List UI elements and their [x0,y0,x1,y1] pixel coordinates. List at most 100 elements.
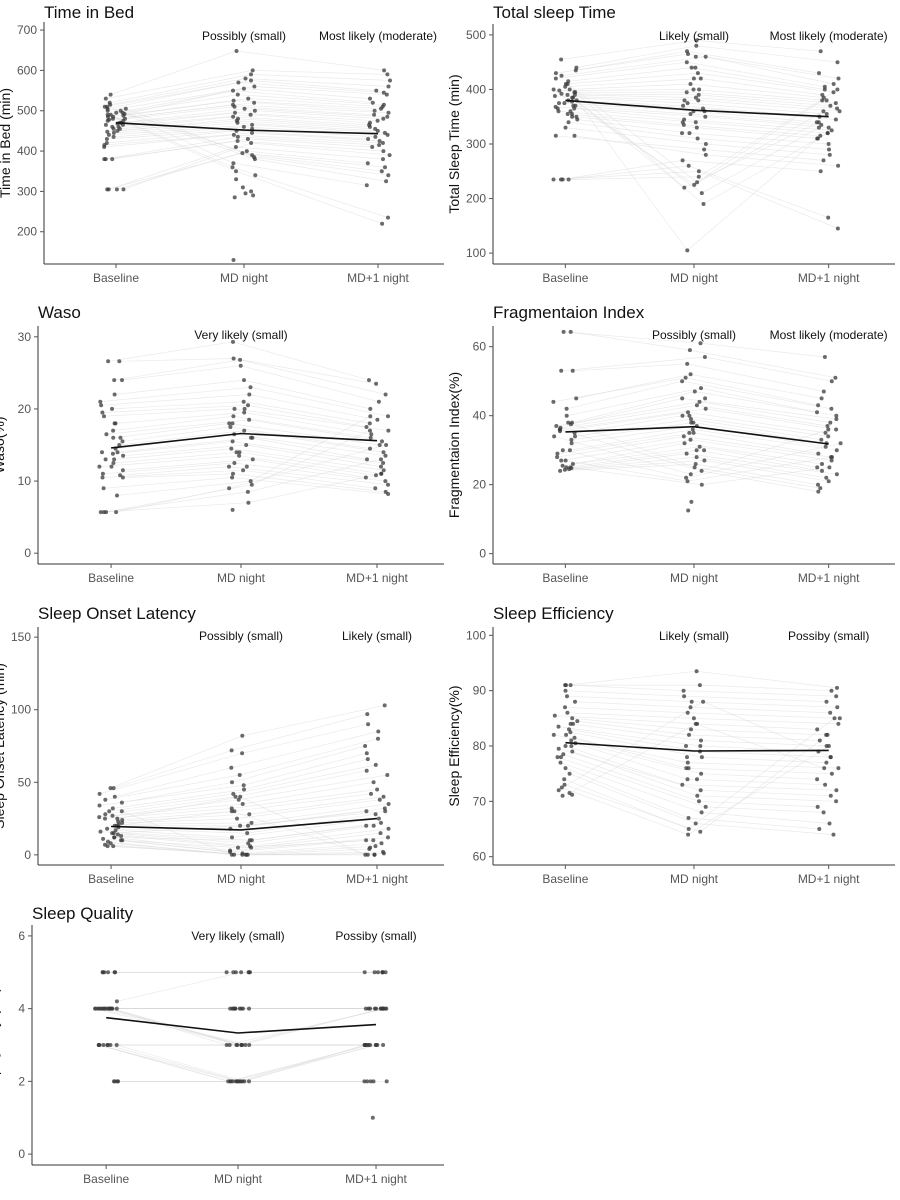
data-point-md-night [250,457,255,462]
data-point-baseline [111,114,116,119]
data-point-md-night [684,60,689,65]
data-point-md-night [249,845,254,850]
data-point-baseline [552,94,557,98]
data-point-baseline [568,465,573,470]
effect-annotation: Very likely (small) [194,328,287,342]
data-point-baseline [114,510,119,515]
data-point-md1-night [371,838,376,843]
data-point-md1-night [384,1079,389,1084]
data-point-baseline [557,88,562,93]
data-point-md-night [246,96,251,101]
participant-trace [113,713,368,789]
data-point-md-night [703,152,708,157]
data-point-md-night [230,780,234,785]
x-tick-label: MD night [220,271,269,285]
data-point-md-night [690,427,695,432]
data-point-baseline [573,103,578,108]
y-tick-label: 500 [17,104,37,118]
data-point-md-night [685,777,690,782]
data-point-md1-night [381,794,386,799]
data-point-baseline [102,414,106,419]
data-point-md-night [231,98,236,103]
effect-annotation: Likely (small) [342,629,412,643]
y-tick-label: 0 [24,546,31,560]
data-point-md-night [249,78,253,83]
data-point-md-night [688,437,693,442]
data-point-md-night [684,744,688,748]
data-point-md-night [694,669,699,674]
data-point-md-night [248,112,253,117]
data-point-baseline [108,1043,113,1047]
data-point-md1-night [836,163,841,168]
data-point-baseline [104,432,109,437]
data-point-md1-night [822,766,827,771]
data-point-baseline [560,793,565,798]
data-point-md-night [693,721,698,726]
data-point-baseline [563,84,568,89]
data-point-md-night [689,499,694,504]
participant-trace [575,50,820,74]
data-point-md1-night [382,68,387,73]
y-tick-label: 6 [18,929,25,943]
data-point-baseline [564,732,569,737]
participant-trace [99,1044,371,1082]
data-point-md1-night [376,729,381,734]
data-point-baseline [99,403,104,408]
data-point-md-night [238,794,243,799]
data-point-baseline [568,329,573,334]
panel-6: Sleep Efficiency Sleep Efficiency(%) 60 70 8… [446,604,895,886]
data-point-baseline [556,746,561,751]
data-point-md1-night [365,712,370,717]
y-tick-label: 60 [473,340,487,354]
data-point-md1-night [381,851,386,856]
data-point-baseline [570,716,575,721]
data-point-md1-night [817,738,822,743]
data-point-md1-night [385,72,390,77]
data-point-baseline [555,106,560,111]
data-point-md-night [685,760,690,765]
data-point-md-night [696,98,701,103]
data-point-md1-night [388,78,392,83]
data-point-md-night [686,832,691,837]
data-point-md-night [688,372,693,377]
data-point-md-night [693,462,698,466]
data-point-md-night [234,49,239,53]
data-point-md1-night [367,378,371,383]
data-point-md1-night [378,831,383,836]
data-point-md1-night [377,797,382,802]
participant-trace [112,758,368,809]
data-point-baseline [566,120,571,125]
data-point-md-night [230,421,235,426]
data-point-md1-night [362,1079,367,1084]
data-point-md-night [247,1079,251,1084]
data-point-md1-night [818,486,823,491]
data-point-md1-night [377,143,382,147]
data-point-md1-night [819,122,824,127]
data-point-md-night [695,71,700,76]
y-tick-label: 20 [18,402,32,416]
data-point-md-night [681,103,686,108]
data-point-md1-night [386,428,391,433]
participant-trace [99,723,369,795]
data-point-baseline [115,128,120,133]
data-point-baseline [111,130,116,135]
data-point-md1-night [386,492,391,496]
data-point-md-night [696,92,701,97]
data-point-md-night [692,389,697,394]
panel-title: Waso [38,303,81,322]
data-point-md-night [240,802,245,806]
participant-trace [576,373,822,399]
participant-trace [114,731,379,798]
data-point-baseline [562,101,567,106]
data-point-md1-night [828,710,833,715]
x-tick-label: MD night [214,1172,263,1186]
data-point-baseline [108,92,113,97]
data-point-md-night [237,1006,242,1011]
data-point-md-night [684,90,689,95]
effect-annotation: Likely (small) [659,29,729,43]
data-point-md-night [694,455,699,460]
data-point-md1-night [384,443,389,447]
data-point-md1-night [363,1043,368,1047]
data-point-md1-night [835,685,839,690]
data-point-md-night [231,471,235,476]
